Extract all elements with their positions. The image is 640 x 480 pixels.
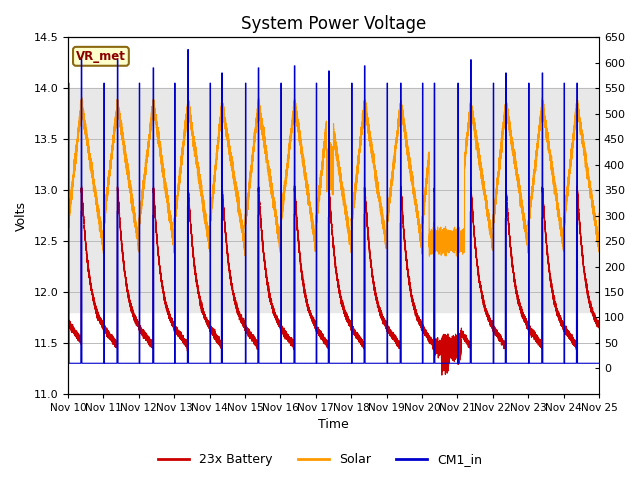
- Text: VR_met: VR_met: [76, 50, 126, 63]
- X-axis label: Time: Time: [318, 419, 349, 432]
- Y-axis label: Volts: Volts: [15, 201, 28, 230]
- Legend: 23x Battery, Solar, CM1_in: 23x Battery, Solar, CM1_in: [153, 448, 487, 471]
- Bar: [68, 88, 599, 312]
- Title: System Power Voltage: System Power Voltage: [241, 15, 426, 33]
